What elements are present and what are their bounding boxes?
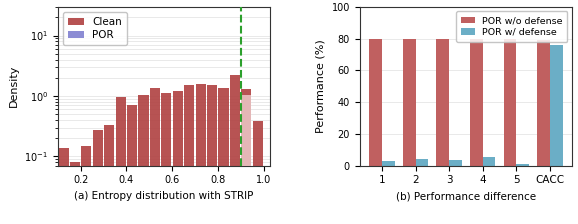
Legend: POR w/o defense, POR w/ defense: POR w/o defense, POR w/ defense — [456, 11, 568, 42]
Bar — [127, 105, 137, 224]
Bar — [139, 95, 149, 224]
Bar — [470, 39, 483, 166]
Bar — [161, 93, 172, 224]
Bar — [70, 162, 80, 224]
Bar — [58, 148, 69, 224]
Bar — [81, 146, 91, 224]
Bar — [550, 45, 562, 166]
Bar — [195, 84, 206, 224]
Legend: Clean, POR: Clean, POR — [63, 12, 127, 45]
Bar — [150, 88, 160, 224]
Bar — [537, 40, 550, 166]
Y-axis label: Density: Density — [9, 65, 18, 108]
Bar — [436, 39, 449, 166]
Bar — [516, 164, 529, 166]
X-axis label: (b) Performance difference: (b) Performance difference — [396, 191, 536, 201]
Y-axis label: Performance (%): Performance (%) — [316, 39, 326, 133]
Bar — [403, 39, 416, 166]
Bar — [93, 130, 103, 224]
Bar — [184, 85, 194, 224]
Bar — [382, 161, 395, 166]
Bar — [483, 157, 495, 166]
Bar — [242, 95, 251, 224]
Bar — [416, 159, 428, 166]
Bar — [218, 88, 228, 224]
Bar — [207, 85, 217, 224]
Bar — [230, 75, 240, 224]
Bar — [104, 125, 114, 224]
X-axis label: (a) Entropy distribution with STRIP: (a) Entropy distribution with STRIP — [75, 191, 254, 201]
Bar — [369, 39, 382, 166]
Bar — [242, 89, 251, 224]
Bar — [116, 97, 125, 224]
Bar — [173, 91, 183, 224]
Bar — [449, 160, 462, 166]
Bar — [253, 121, 263, 224]
Bar — [503, 39, 516, 166]
